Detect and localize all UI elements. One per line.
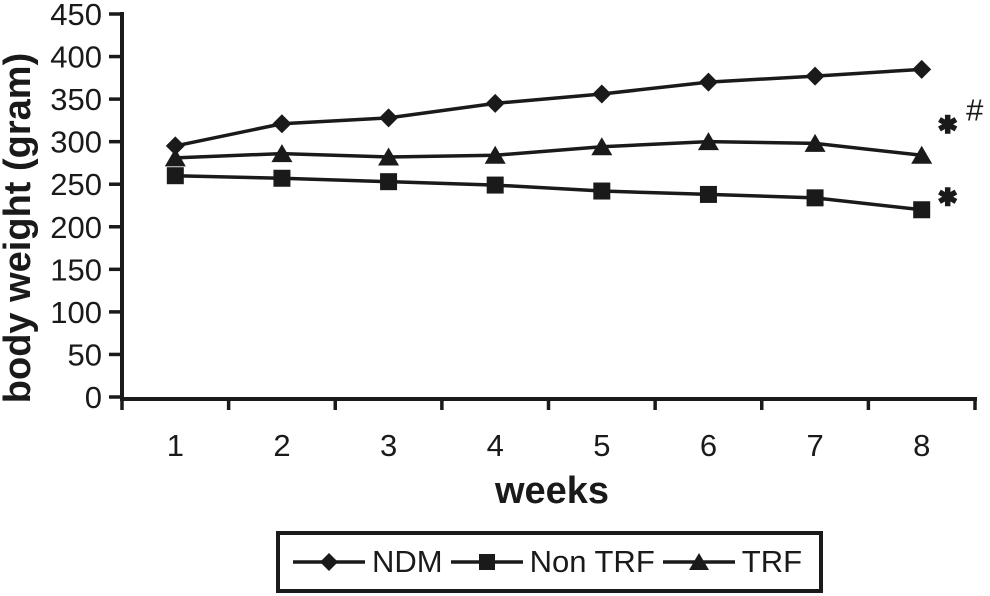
- y-tick-label: 300: [50, 125, 102, 160]
- x-tick-label: 8: [913, 428, 930, 463]
- triangle-marker: [484, 145, 506, 164]
- trf-triangle-marker-icon: [662, 553, 735, 570]
- x-tick-label: 6: [700, 428, 717, 463]
- y-axis-title: body weight (gram): [0, 53, 39, 403]
- legend-label-trf: TRF: [741, 544, 803, 579]
- y-tick-label: 450: [50, 0, 102, 32]
- diamond-marker: [165, 136, 185, 156]
- triangle-marker: [697, 132, 719, 151]
- square-marker: [913, 201, 931, 219]
- square-marker: [486, 176, 504, 194]
- x-tick-label: 5: [593, 428, 610, 463]
- legend-label-ndm: NDM: [371, 544, 443, 579]
- x-tick-label: 1: [167, 428, 184, 463]
- triangle-marker: [271, 144, 293, 163]
- asterisk-significance-icon: [938, 189, 958, 204]
- plot-area: 0 50 100 150 200 250 300 350 400 450 1 2 3 4 5 6 7 8 # bod…: [0, 0, 984, 512]
- y-tick-label: 50: [68, 337, 102, 372]
- diamond-marker: [485, 93, 505, 113]
- square-marker: [806, 189, 824, 207]
- y-tick-label: 200: [50, 210, 102, 245]
- y-tick-label: 100: [50, 295, 102, 330]
- legend-box: NDM Non TRF TRF: [276, 531, 823, 593]
- x-tick-label: 2: [273, 428, 290, 463]
- y-tick-label: 150: [50, 252, 102, 287]
- y-tick-label: 400: [50, 40, 102, 75]
- y-tick-label: 350: [50, 82, 102, 117]
- legend-label-non-trf: Non TRF: [529, 544, 655, 579]
- diamond-marker: [272, 114, 292, 134]
- legend-item-ndm: NDM: [291, 544, 449, 580]
- asterisk-significance-icon: [938, 117, 958, 132]
- triangle-marker: [911, 145, 933, 164]
- series-line-non-trf: [175, 173, 922, 212]
- series-line-ndm: [174, 67, 922, 148]
- x-tick-label: 4: [487, 428, 504, 463]
- non-trf-square-marker-icon: [450, 554, 523, 570]
- square-marker: [593, 182, 611, 200]
- x-tick-label: 7: [806, 428, 823, 463]
- square-marker: [273, 169, 291, 187]
- triangle-marker: [378, 147, 400, 166]
- triangle-marker: [591, 137, 613, 156]
- diamond-marker: [698, 72, 718, 92]
- square-marker: [166, 167, 184, 185]
- series-line-trf: [175, 139, 922, 160]
- hash-significance-icon: #: [966, 92, 984, 127]
- x-tick-label: 3: [380, 428, 397, 463]
- diamond-marker: [805, 66, 825, 86]
- square-marker: [380, 173, 398, 191]
- plot-generated-content: 0 50 100 150 200 250 300 350 400 450 1 2 3 4 5 6 7 8 #: [50, 0, 984, 463]
- diamond-marker: [912, 59, 932, 79]
- y-tick-label: 250: [50, 167, 102, 202]
- square-marker: [699, 185, 717, 203]
- diamond-marker: [379, 108, 399, 128]
- legend-item-non-trf: Non TRF: [449, 544, 661, 580]
- ndm-diamond-marker-icon: [292, 553, 365, 571]
- y-tick-label: 0: [85, 380, 102, 415]
- legend-item-trf: TRF: [661, 544, 808, 580]
- triangle-marker: [804, 133, 826, 152]
- x-axis-title: weeks: [494, 470, 609, 512]
- triangle-marker: [164, 148, 186, 167]
- diamond-marker: [592, 84, 612, 104]
